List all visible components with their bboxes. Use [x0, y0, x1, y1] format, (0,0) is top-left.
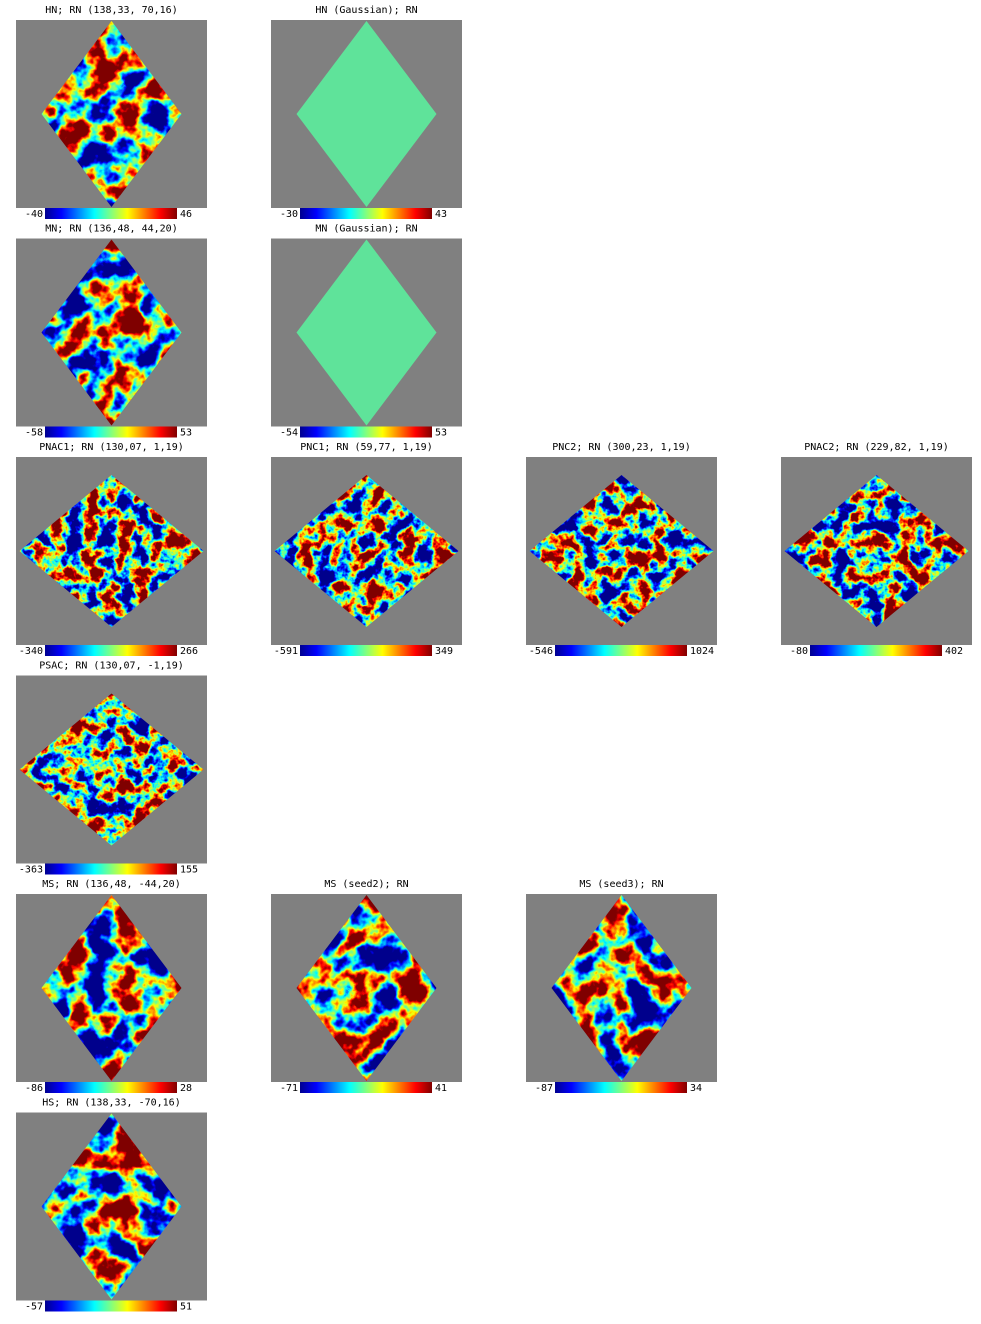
panel-title: PNAC2; RN (229,82, 1,19) — [804, 442, 949, 453]
map-panel: HN (Gaussian); RN -30 43 — [271, 5, 462, 220]
colorbar — [555, 1082, 687, 1093]
colorbar-max: 402 — [945, 646, 963, 657]
panel-title: PNC2; RN (300,23, 1,19) — [552, 442, 690, 453]
colorbar — [300, 426, 432, 438]
colorbar-min: -71 — [280, 1083, 298, 1094]
panel-title: MS; RN (136,48, -44,20) — [42, 879, 180, 890]
map-panel: PNAC1; RN (130,07, 1,19) -340 266 — [16, 442, 207, 657]
colorbar — [300, 645, 432, 656]
colorbar — [300, 208, 432, 219]
map-panel: PNC2; RN (300,23, 1,19) -546 1024 — [526, 442, 717, 657]
map-panel: HS; RN (138,33, -70,16) -57 51 — [16, 1098, 207, 1313]
panel-title: HS; RN (138,33, -70,16) — [42, 1098, 180, 1109]
colorbar-min: -57 — [25, 1302, 43, 1313]
colorbar-max: 266 — [180, 646, 198, 657]
panel-title: MS (seed2); RN — [324, 879, 408, 890]
colorbar — [45, 863, 177, 875]
colorbar-max: 1024 — [690, 646, 714, 657]
panel-title: HN; RN (138,33, 70,16) — [45, 5, 177, 16]
map-panel: MS (seed3); RN -87 34 — [526, 879, 717, 1094]
map-panel: MS (seed2); RN -71 41 — [271, 879, 462, 1094]
colorbar — [45, 645, 177, 656]
colorbar — [45, 1082, 177, 1093]
colorbar-max: 46 — [180, 209, 192, 220]
panel-title: HN (Gaussian); RN — [315, 5, 417, 16]
panel-title: MN; RN (136,48, 44,20) — [45, 224, 177, 235]
colorbar — [45, 208, 177, 219]
colorbar-max: 53 — [435, 428, 447, 439]
colorbar-max: 349 — [435, 646, 453, 657]
colorbar-max: 43 — [435, 209, 447, 220]
colorbar-min: -58 — [25, 428, 43, 439]
colorbar-min: -546 — [529, 646, 553, 657]
colorbar-min: -86 — [25, 1083, 43, 1094]
colorbar-min: -80 — [790, 646, 808, 657]
colorbar-min: -87 — [535, 1083, 553, 1094]
colorbar-min: -340 — [19, 646, 43, 657]
map-panel: PSAC; RN (130,07, -1,19) -363 155 — [16, 661, 207, 876]
map-panel: MS; RN (136,48, -44,20) -86 28 — [16, 879, 207, 1094]
panel-title: PSAC; RN (130,07, -1,19) — [39, 661, 184, 672]
colorbar-max: 41 — [435, 1083, 447, 1094]
colorbar — [300, 1082, 432, 1093]
colorbar-max: 28 — [180, 1083, 192, 1094]
map-diamond — [296, 239, 437, 426]
colorbar-max: 34 — [690, 1083, 702, 1094]
map-panel: HN; RN (138,33, 70,16) -40 46 — [16, 5, 207, 220]
colorbar-max: 155 — [180, 865, 198, 876]
map-diamond — [296, 21, 437, 207]
colorbar-max: 51 — [180, 1302, 192, 1313]
panel-title: PNAC1; RN (130,07, 1,19) — [39, 442, 184, 453]
colorbar — [810, 645, 942, 656]
colorbar-min: -30 — [280, 209, 298, 220]
colorbar-max: 53 — [180, 428, 192, 439]
colorbar-min: -54 — [280, 428, 298, 439]
panel-title: MS (seed3); RN — [579, 879, 663, 890]
map-panel: PNAC2; RN (229,82, 1,19) -80 402 — [781, 442, 972, 657]
map-panel: MN; RN (136,48, 44,20) -58 53 — [16, 224, 207, 439]
panel-title: PNC1; RN (59,77, 1,19) — [300, 442, 432, 453]
map-panel: MN (Gaussian); RN -54 53 — [271, 224, 462, 439]
colorbar — [45, 426, 177, 438]
colorbar-min: -363 — [19, 865, 43, 876]
colorbar — [555, 645, 687, 656]
colorbar — [45, 1300, 177, 1312]
map-panel: PNC1; RN (59,77, 1,19) -591 349 — [271, 442, 462, 657]
colorbar-min: -40 — [25, 209, 43, 220]
panel-title: MN (Gaussian); RN — [315, 224, 417, 235]
colorbar-min: -591 — [274, 646, 298, 657]
